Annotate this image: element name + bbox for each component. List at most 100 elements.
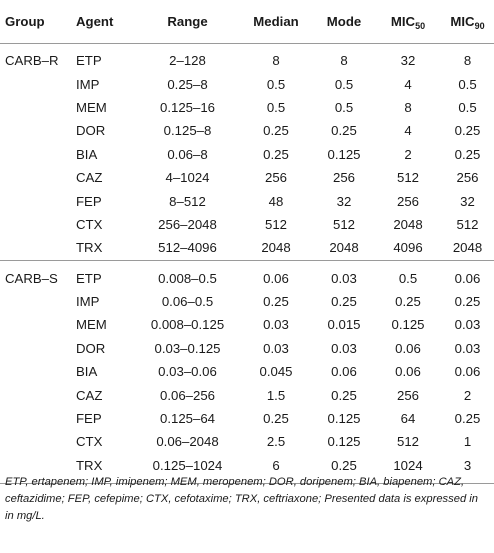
cell-group [0, 313, 74, 336]
cell-range: 0.06–8 [167, 146, 208, 162]
cell-mode: 0.5 [334, 99, 354, 115]
cell-mic90: 0.5 [458, 76, 477, 92]
cell-mode: 0.25 [331, 294, 357, 310]
cell-mic90: 0.03 [454, 340, 481, 356]
cell-mic50: 256 [396, 193, 419, 209]
cell-mic50: 64 [400, 411, 416, 427]
header-mic90-sub: 90 [474, 21, 485, 31]
cell-agent: CTX [76, 216, 103, 232]
cell-mic50: 0.06 [395, 340, 421, 356]
cell-range: 0.125–64 [159, 411, 215, 427]
cell-mic50: 2048 [393, 216, 423, 232]
cell-mic50: 0.5 [398, 270, 418, 286]
cell-mic90: 32 [460, 193, 475, 209]
cell-agent: IMP [76, 294, 100, 310]
table-row: BIA 0.03–0.06 0.045 0.06 0.06 0.06 [0, 360, 494, 383]
cell-group [0, 166, 74, 189]
cell-mode: 256 [332, 170, 355, 186]
cell-group [0, 189, 74, 212]
cell-mic50: 4 [404, 76, 412, 92]
header-median: Median [239, 0, 313, 44]
cell-agent: TRX [76, 457, 103, 473]
cell-mic50: 4 [404, 123, 412, 139]
cell-group [0, 290, 74, 313]
cell-range: 512–4096 [158, 240, 217, 256]
cell-median: 1.5 [266, 387, 286, 403]
cell-mode: 0.25 [331, 123, 357, 139]
cell-range: 0.06–256 [159, 387, 215, 403]
cell-group [0, 119, 74, 142]
cell-group: CARB–S [5, 270, 58, 286]
cell-mic50: 2 [404, 146, 412, 162]
header-mic50: MIC50 [375, 0, 441, 44]
table-row: FEP 8–512 48 32 256 32 [0, 189, 494, 212]
cell-group [0, 236, 74, 260]
cell-mic50: 8 [404, 99, 412, 115]
cell-median: 48 [268, 193, 284, 209]
cell-agent: ETP [76, 270, 102, 286]
cell-range: 0.03–0.125 [154, 340, 221, 356]
cell-range: 0.008–0.125 [150, 317, 225, 333]
cell-mic50: 4096 [393, 240, 423, 256]
cell-group [0, 360, 74, 383]
table-row: MEM 0.008–0.125 0.03 0.015 0.125 0.03 [0, 313, 494, 336]
cell-median: 0.5 [266, 99, 286, 115]
cell-mode: 0.125 [327, 434, 361, 450]
cell-agent: CAZ [76, 387, 103, 403]
cell-mode: 0.125 [327, 411, 361, 427]
cell-mic90: 0.5 [458, 99, 477, 115]
header-agent: Agent [74, 0, 136, 44]
table-row: CTX 256–2048 512 512 2048 512 [0, 213, 494, 236]
cell-group [0, 72, 74, 95]
cell-mic50: 0.25 [395, 294, 421, 310]
cell-agent: MEM [76, 99, 107, 115]
table-row: CAZ 4–1024 256 256 512 256 [0, 166, 494, 189]
table-row: CARB–R ETP 2–128 8 8 32 8 [0, 49, 494, 72]
header-mic90-base: MIC [450, 14, 475, 29]
table-row: IMP 0.06–0.5 0.25 0.25 0.25 0.25 [0, 290, 494, 313]
header-group: Group [0, 0, 74, 44]
cell-agent: DOR [76, 340, 106, 356]
cell-mic90: 0.25 [454, 294, 481, 310]
header-mic90: MIC90 [441, 0, 494, 44]
cell-mic90: 1 [463, 434, 472, 450]
header-mode: Mode [313, 0, 375, 44]
table-row: DOR 0.03–0.125 0.03 0.03 0.06 0.03 [0, 337, 494, 360]
cell-mic90: 0.06 [454, 364, 481, 380]
cell-group [0, 213, 74, 236]
cell-median: 0.5 [266, 76, 286, 92]
cell-agent: MEM [76, 317, 107, 333]
table-row: BIA 0.06–8 0.25 0.125 2 0.25 [0, 143, 494, 166]
cell-mode: 32 [336, 193, 352, 209]
header-mic50-base: MIC [390, 14, 416, 29]
cell-group [0, 407, 74, 430]
cell-mic90: 2048 [452, 240, 483, 256]
cell-mic90: 0.25 [454, 123, 481, 139]
cell-mic90: 256 [456, 170, 479, 186]
cell-median: 6 [272, 457, 280, 473]
group-separator [0, 259, 494, 262]
cell-group [0, 430, 74, 453]
cell-median: 2.5 [266, 434, 286, 450]
cell-agent: BIA [76, 364, 98, 380]
cell-agent: CTX [76, 434, 103, 450]
cell-mic90: 8 [463, 53, 472, 69]
cell-mic50: 512 [396, 170, 419, 186]
cell-median: 0.25 [263, 411, 289, 427]
mic-table: Group Agent Range Median Mode MIC50 MIC9… [0, 0, 494, 484]
cell-range: 2–128 [169, 53, 206, 69]
cell-agent: FEP [76, 193, 102, 209]
cell-median: 0.25 [263, 123, 289, 139]
cell-range: 0.125–8 [163, 123, 212, 139]
cell-agent: BIA [76, 146, 98, 162]
table-row: FEP 0.125–64 0.25 0.125 64 0.25 [0, 407, 494, 430]
cell-mic90: 2 [463, 387, 472, 403]
cell-group [0, 96, 74, 119]
cell-group [0, 143, 74, 166]
cell-mic50: 1024 [393, 457, 423, 473]
cell-group [0, 383, 74, 406]
cell-mic90: 0.25 [454, 146, 481, 162]
cell-mic50: 0.06 [395, 364, 421, 380]
cell-agent: CAZ [76, 170, 103, 186]
